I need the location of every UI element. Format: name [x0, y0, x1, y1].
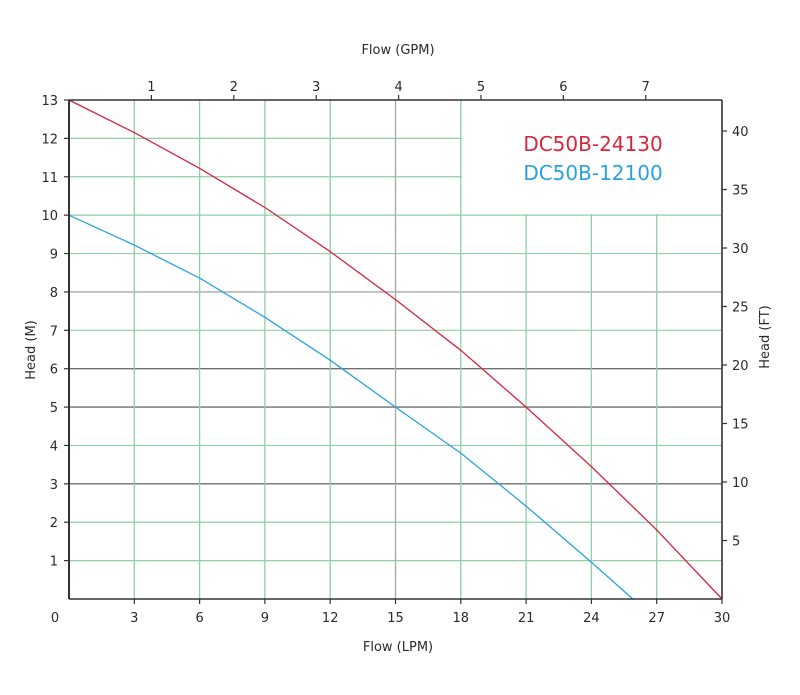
series-line-dc50b-12100 [68, 214, 634, 600]
x2-tick-label: 1 [147, 80, 155, 95]
data-series [68, 99, 723, 600]
y-tick-label: 8 [50, 286, 58, 301]
x-tick-label: 12 [322, 611, 339, 626]
y2-tick-label: 10 [732, 476, 749, 491]
y2-tick-label: 35 [732, 184, 749, 199]
axes [64, 95, 727, 604]
x-tick-label: 0 [51, 611, 59, 626]
x-tick-label: 21 [518, 611, 535, 626]
legend-entry-dc50b-12100: DC50B-12100 [523, 161, 662, 185]
y-tick-label: 10 [41, 209, 58, 224]
legend-entry-dc50b-24130: DC50B-24130 [523, 132, 662, 156]
x-tick-label: 27 [648, 611, 665, 626]
y-tick-label: 12 [41, 132, 58, 147]
y-tick-label: 2 [50, 516, 58, 531]
y2-tick-label: 20 [732, 359, 749, 374]
y-tick-label: 4 [50, 439, 58, 454]
x-tick-label: 15 [387, 611, 404, 626]
y-tick-label: 6 [50, 363, 58, 378]
y2-tick-label: 30 [732, 242, 749, 257]
x-tick-label: 3 [130, 611, 138, 626]
left-axis-title: Head (M) [24, 320, 39, 379]
x2-tick-label: 3 [312, 80, 320, 95]
y-tick-label: 11 [41, 171, 58, 186]
y2-tick-label: 25 [732, 301, 749, 316]
x-tick-label: 9 [261, 611, 269, 626]
bottom-axis-title: Flow (LPM) [363, 640, 433, 655]
x2-tick-label: 4 [394, 80, 402, 95]
y-tick-label: 7 [50, 324, 58, 339]
y-tick-label: 9 [50, 248, 58, 263]
x2-tick-label: 5 [477, 80, 485, 95]
x2-tick-label: 6 [559, 80, 567, 95]
y2-tick-label: 5 [732, 535, 740, 550]
y2-tick-label: 40 [732, 125, 749, 140]
x2-tick-label: 2 [230, 80, 238, 95]
right-axis-title: Head (FT) [758, 305, 773, 368]
series-line-dc50b-24130 [68, 99, 723, 600]
legend-background [462, 101, 721, 214]
x-tick-label: 6 [195, 611, 203, 626]
top-axis-title: Flow (GPM) [361, 43, 434, 58]
x2-tick-label: 7 [642, 80, 650, 95]
x-tick-label: 18 [453, 611, 470, 626]
y-tick-label: 3 [50, 478, 58, 493]
y-tick-label: 13 [41, 94, 58, 109]
y-tick-label: 5 [50, 401, 58, 416]
x-tick-label: 30 [714, 611, 731, 626]
y2-tick-label: 15 [732, 418, 749, 433]
y-tick-label: 1 [50, 555, 58, 570]
x-tick-label: 24 [583, 611, 600, 626]
